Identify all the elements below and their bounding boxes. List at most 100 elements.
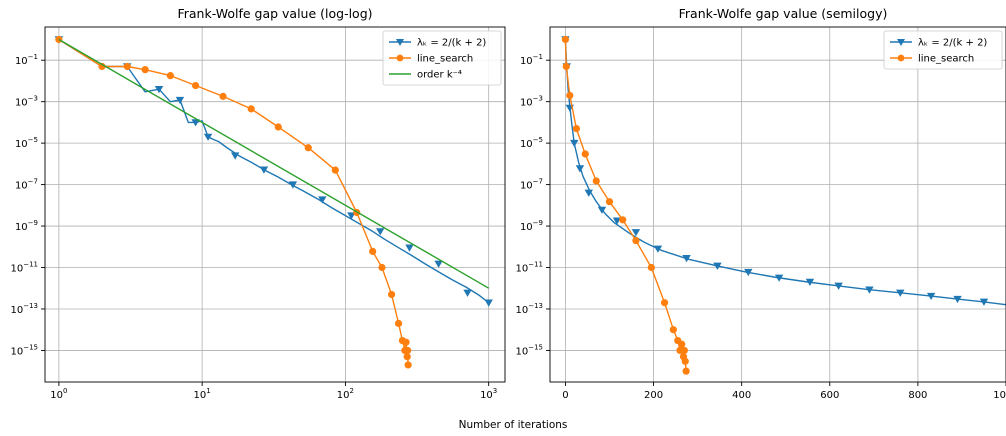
x-tick-label: 200 xyxy=(644,390,663,401)
series-line-0 xyxy=(564,39,1006,306)
series-line-1 xyxy=(58,38,409,365)
series-point-triangle xyxy=(979,298,989,306)
series-point-circle xyxy=(247,105,255,113)
series-point-triangle xyxy=(318,196,327,204)
legend-swatch-triangle xyxy=(897,39,905,46)
series-point-circle xyxy=(581,150,589,158)
legend-label: λₖ = 2/(k + 2) xyxy=(918,38,987,49)
series-point-triangle xyxy=(434,260,443,268)
chart-right-ticks: 0 200 400 600 800 1000 10−1 10−3 10−5 10−7 10−9 10−… xyxy=(515,53,1006,401)
series-point-triangle xyxy=(230,152,240,160)
y-tick-label: 10−5 xyxy=(520,136,543,150)
series-point-circle xyxy=(681,357,689,365)
series-point-circle xyxy=(123,62,131,71)
series-point-triangle xyxy=(744,268,753,277)
y-tick-label: 10−7 xyxy=(520,178,543,192)
series-point-triangle xyxy=(484,299,493,307)
series-point-circle xyxy=(572,125,581,133)
series-point-circle xyxy=(402,338,410,346)
series-point-triangle xyxy=(405,244,414,252)
series-point-triangle xyxy=(154,85,164,94)
legend-swatch-circle xyxy=(897,54,905,62)
y-tick-label: 10−15 xyxy=(10,343,38,357)
chart-left-frame xyxy=(44,26,506,383)
chart-left-ticks: 100 101 102 103 10−1 10−3 10−5 10−7 10−9 10−11 10−… xyxy=(10,53,497,401)
x-tick-label: 800 xyxy=(908,390,927,401)
series-point-triangle xyxy=(175,96,185,105)
series-point-circle xyxy=(592,177,600,185)
series-point-circle xyxy=(669,326,677,334)
legend-label: line_search xyxy=(417,54,473,65)
series-point-triangle xyxy=(653,245,663,253)
y-tick-label: 10−9 xyxy=(520,219,543,233)
series-point-circle xyxy=(378,263,386,272)
series-point-circle xyxy=(166,72,174,80)
series-point-circle xyxy=(191,81,200,90)
y-tick-label: 10−13 xyxy=(10,302,38,316)
y-tick-label: 10−7 xyxy=(15,178,38,192)
series-point-triangle xyxy=(259,166,269,174)
series-point-triangle xyxy=(376,228,385,236)
y-tick-label: 10−1 xyxy=(520,53,543,67)
series-point-triangle xyxy=(631,229,641,237)
legend-box xyxy=(382,30,502,86)
y-tick-label: 10−13 xyxy=(515,302,543,316)
series-point-triangle xyxy=(926,292,936,301)
series-point-circle xyxy=(605,198,614,206)
series-point-triangle xyxy=(953,295,962,304)
series-point-circle xyxy=(404,361,412,369)
chart-left-title: Frank-Wolfe gap value (log-log) xyxy=(177,6,372,21)
x-axis-label: Number of iterations xyxy=(459,419,568,431)
x-tick-label: 1000 xyxy=(993,390,1006,401)
series-point-circle xyxy=(647,263,655,272)
y-tick-label: 10−11 xyxy=(10,261,38,275)
series-point-triangle xyxy=(347,212,356,220)
chart-right: Frank-Wolfe gap value (semilogy) 0 200 400… xyxy=(515,6,1006,401)
series-point-triangle xyxy=(896,289,905,297)
series-point-triangle xyxy=(865,286,874,294)
series-point-circle xyxy=(403,353,411,361)
series-point-triangle xyxy=(612,217,622,225)
series-point-circle xyxy=(141,66,149,74)
x-tick-label: 600 xyxy=(820,390,839,401)
series-point-circle xyxy=(219,92,227,100)
series-point-circle xyxy=(619,216,627,224)
series-line-0 xyxy=(58,38,490,304)
chart-left-series xyxy=(54,35,493,369)
chart-right-legend: λₖ = 2/(k + 2) line_search xyxy=(883,30,1003,70)
series-point-triangle xyxy=(570,139,579,148)
series-point-circle xyxy=(387,290,396,299)
series-point-triangle xyxy=(288,181,298,189)
series-point-circle xyxy=(274,123,282,131)
series-point-circle xyxy=(55,35,63,44)
series-point-circle xyxy=(660,299,669,307)
chart-left: Frank-Wolfe gap value (log-log) 100 101 10… xyxy=(10,6,506,401)
series-point-circle xyxy=(98,62,106,71)
legend-label: order k⁻⁴ xyxy=(417,70,462,81)
series-line-2 xyxy=(58,38,490,289)
legend-swatch-circle xyxy=(396,54,404,62)
series-point-triangle xyxy=(774,274,784,282)
series-point-circle xyxy=(394,319,403,328)
series-point-triangle xyxy=(713,262,722,270)
chart-right-series xyxy=(561,35,1006,375)
y-tick-label: 10−3 xyxy=(520,95,543,109)
y-tick-label: 10−15 xyxy=(515,343,543,357)
chart-right-grid xyxy=(550,27,1006,382)
series-point-triangle xyxy=(203,133,213,141)
y-tick-label: 10−9 xyxy=(15,219,38,233)
y-tick-label: 10−5 xyxy=(15,136,38,150)
y-tick-label: 10−11 xyxy=(515,261,543,275)
x-tick-label: 100 xyxy=(50,387,67,401)
series-point-circle xyxy=(680,346,688,355)
series-point-triangle xyxy=(191,119,200,127)
y-tick-label: 10−1 xyxy=(15,53,38,67)
legend-label: λₖ = 2/(k + 2) xyxy=(417,38,486,49)
x-tick-label: 103 xyxy=(480,387,497,401)
legend-swatch-triangle xyxy=(396,39,404,46)
chart-right-frame xyxy=(549,26,1006,383)
series-line-1 xyxy=(564,39,687,372)
x-tick-label: 0 xyxy=(562,390,568,401)
series-point-triangle xyxy=(834,282,843,290)
